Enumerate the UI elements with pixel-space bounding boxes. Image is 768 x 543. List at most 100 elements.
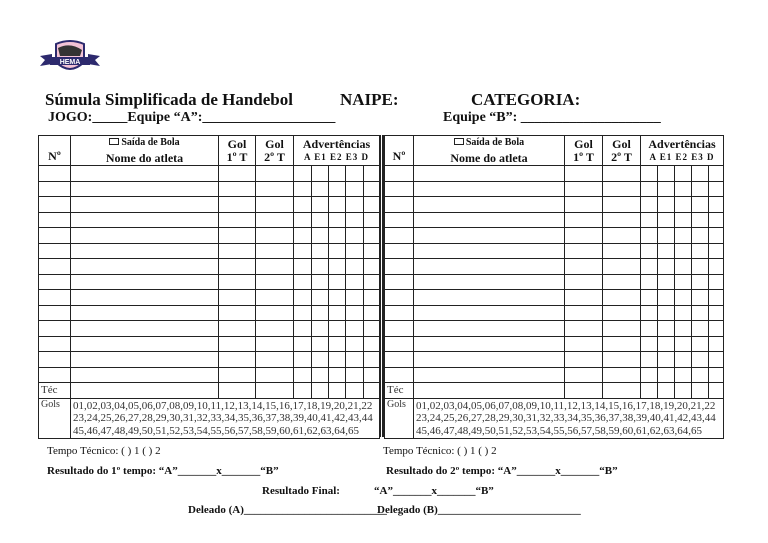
cell[interactable]	[218, 273, 256, 290]
cell[interactable]	[640, 227, 658, 244]
cell[interactable]	[384, 273, 414, 290]
cell[interactable]	[218, 335, 256, 352]
cell[interactable]	[38, 304, 71, 321]
cell[interactable]	[70, 320, 219, 337]
cell[interactable]	[691, 304, 709, 321]
cell[interactable]	[293, 351, 312, 368]
cell[interactable]	[674, 196, 692, 213]
equipe-b-field[interactable]: Equipe “B”: ____________________	[443, 110, 661, 125]
cell[interactable]	[384, 180, 414, 197]
cell[interactable]	[657, 196, 675, 213]
cell[interactable]	[328, 242, 346, 259]
cell[interactable]	[293, 335, 312, 352]
cell[interactable]	[602, 304, 641, 321]
cell[interactable]	[328, 335, 346, 352]
tecnico-row[interactable]: Téc	[38, 382, 381, 399]
cell[interactable]	[70, 304, 219, 321]
tecnico-row[interactable]: Téc	[384, 382, 725, 399]
cell[interactable]	[362, 258, 381, 275]
cell[interactable]	[602, 165, 641, 182]
cell[interactable]	[38, 258, 71, 275]
cell[interactable]	[328, 211, 346, 228]
player-row[interactable]	[384, 289, 725, 306]
cell[interactable]	[362, 180, 381, 197]
cell[interactable]	[311, 382, 329, 399]
cell[interactable]	[328, 351, 346, 368]
cell[interactable]	[38, 289, 71, 306]
cell[interactable]	[345, 196, 364, 213]
cell[interactable]	[345, 165, 364, 182]
cell[interactable]	[293, 366, 312, 383]
cell[interactable]	[218, 289, 256, 306]
cell[interactable]	[328, 273, 346, 290]
player-row[interactable]	[38, 366, 381, 383]
cell[interactable]	[674, 258, 692, 275]
cell[interactable]	[384, 304, 414, 321]
cell[interactable]	[564, 335, 603, 352]
cell[interactable]	[218, 258, 256, 275]
cell[interactable]	[328, 180, 346, 197]
cell[interactable]	[413, 273, 565, 290]
cell[interactable]	[691, 196, 709, 213]
cell[interactable]	[413, 335, 565, 352]
cell[interactable]	[413, 227, 565, 244]
cell[interactable]	[70, 242, 219, 259]
player-row[interactable]	[38, 180, 381, 197]
cell[interactable]	[328, 304, 346, 321]
cell[interactable]	[293, 304, 312, 321]
cell[interactable]	[691, 289, 709, 306]
cell[interactable]	[564, 382, 603, 399]
cell[interactable]	[657, 335, 675, 352]
cell[interactable]	[345, 304, 364, 321]
player-row[interactable]	[38, 320, 381, 337]
cell[interactable]	[384, 320, 414, 337]
cell[interactable]	[255, 304, 294, 321]
cell[interactable]	[674, 242, 692, 259]
cell[interactable]	[674, 335, 692, 352]
cell[interactable]	[674, 320, 692, 337]
cell[interactable]	[691, 242, 709, 259]
tempo-tecnico-b[interactable]: Tempo Técnico: ( ) 1 ( ) 2	[383, 445, 497, 457]
cell[interactable]	[691, 180, 709, 197]
cell[interactable]	[362, 351, 381, 368]
cell[interactable]	[70, 180, 219, 197]
cell[interactable]	[345, 289, 364, 306]
cell[interactable]	[602, 242, 641, 259]
cell[interactable]	[602, 289, 641, 306]
cell[interactable]	[311, 196, 329, 213]
cell[interactable]	[413, 211, 565, 228]
cell[interactable]	[70, 335, 219, 352]
cell[interactable]	[640, 351, 658, 368]
cell[interactable]	[311, 366, 329, 383]
cell[interactable]	[674, 304, 692, 321]
cell[interactable]	[362, 289, 381, 306]
cell[interactable]	[362, 335, 381, 352]
cell[interactable]	[674, 289, 692, 306]
cell[interactable]	[691, 320, 709, 337]
player-row[interactable]	[384, 351, 725, 368]
player-row[interactable]	[384, 258, 725, 275]
gols-numbers[interactable]: 01,02,03,04,05,06,07,08,09,10,11,12,13,1…	[412, 397, 725, 439]
cell[interactable]	[674, 165, 692, 182]
cell[interactable]	[218, 211, 256, 228]
cell[interactable]	[293, 165, 312, 182]
cell[interactable]	[311, 227, 329, 244]
cell[interactable]	[640, 180, 658, 197]
cell[interactable]	[640, 304, 658, 321]
checkbox-icon[interactable]	[453, 138, 464, 145]
cell[interactable]	[255, 211, 294, 228]
player-row[interactable]	[38, 165, 381, 182]
player-row[interactable]	[38, 227, 381, 244]
cell[interactable]	[707, 165, 725, 182]
cell[interactable]	[345, 211, 364, 228]
cell[interactable]	[384, 211, 414, 228]
resultado-2-tempo[interactable]: Resultado do 2º tempo: “A”_______x______…	[386, 465, 618, 477]
cell[interactable]	[564, 289, 603, 306]
player-row[interactable]	[384, 320, 725, 337]
cell[interactable]	[384, 227, 414, 244]
cell[interactable]	[657, 273, 675, 290]
cell[interactable]	[218, 366, 256, 383]
cell[interactable]	[218, 351, 256, 368]
cell[interactable]	[413, 242, 565, 259]
cell[interactable]	[564, 304, 603, 321]
